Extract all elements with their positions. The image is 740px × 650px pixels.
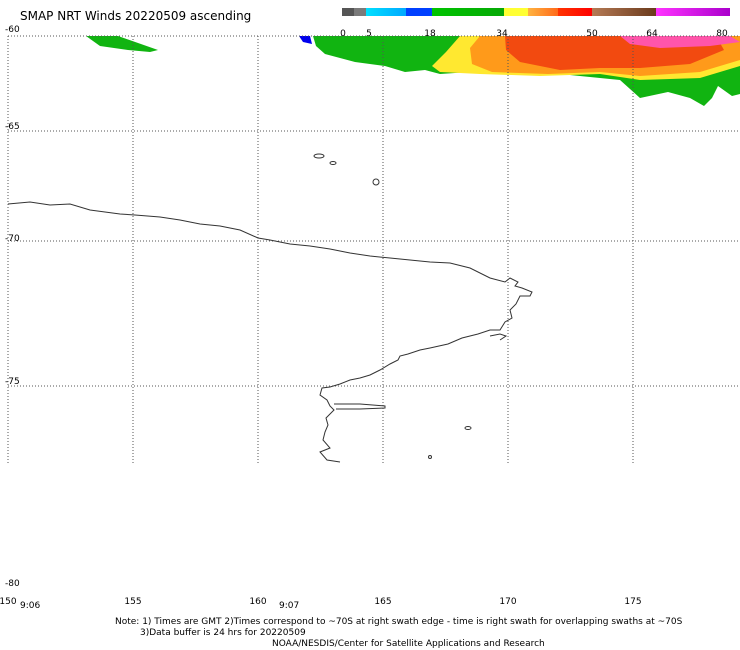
antarctic-coastline <box>7 201 533 463</box>
colorbar-segment <box>656 8 730 16</box>
map-title: SMAP NRT Winds 20220509 ascending <box>20 9 252 23</box>
note-line-2: 3)Data buffer is 24 hrs for 20220509 <box>140 628 306 638</box>
lon-label: 155 <box>124 597 142 607</box>
lat-label: -75 <box>5 377 20 387</box>
lon-label: 160 <box>249 597 267 607</box>
coastline-ice-tongue <box>334 403 386 410</box>
colorbar-segment <box>558 8 592 16</box>
credit-line: NOAA/NESDIS/Center for Satellite Applica… <box>272 639 545 649</box>
coastline <box>7 153 533 463</box>
colorbar-segment <box>406 8 432 16</box>
island <box>313 153 325 159</box>
colorbar-label: 50 <box>586 29 598 39</box>
colorbar-segment <box>366 8 406 16</box>
coastline-island-segment <box>489 333 508 341</box>
wind-swath-blue <box>299 36 312 44</box>
colorbar-label: 5 <box>366 29 372 39</box>
note-line-1: Note: 1) Times are GMT 2)Times correspon… <box>115 617 683 627</box>
island <box>372 178 380 186</box>
colorbar-label: 80 <box>716 29 728 39</box>
swath-time-label: 9:06 <box>20 601 41 611</box>
colorbar-label: 18 <box>424 29 436 39</box>
colorbar-label: 64 <box>646 29 658 39</box>
swath-time-label: 9:07 <box>279 601 300 611</box>
island <box>329 161 337 165</box>
colorbar-segment <box>432 8 504 16</box>
wind-swath-green-left <box>86 36 158 52</box>
graticule <box>7 35 740 465</box>
island <box>428 455 432 459</box>
colorbar-label: 34 <box>496 29 508 39</box>
lon-label: 170 <box>499 597 517 607</box>
lat-label: -80 <box>5 579 20 589</box>
colorbar-segment <box>528 8 558 16</box>
wind-swath <box>86 36 740 106</box>
colorbar-segment <box>342 8 354 16</box>
lat-label: -60 <box>5 25 20 35</box>
lon-label: 175 <box>624 597 642 607</box>
colorbar-label: 0 <box>340 29 346 39</box>
lat-label: -70 <box>5 234 20 244</box>
lon-label: 165 <box>374 597 392 607</box>
colorbar-segment <box>354 8 366 16</box>
wind-swath-magenta <box>620 36 740 48</box>
lat-label: -65 <box>5 122 20 132</box>
lon-label: 150 <box>0 597 17 607</box>
colorbar-segment <box>592 8 656 16</box>
island <box>464 426 472 430</box>
colorbar-segment <box>504 8 528 16</box>
wind-speed-colorbar: 0 5 18 34 50 64 80 <box>340 8 730 39</box>
